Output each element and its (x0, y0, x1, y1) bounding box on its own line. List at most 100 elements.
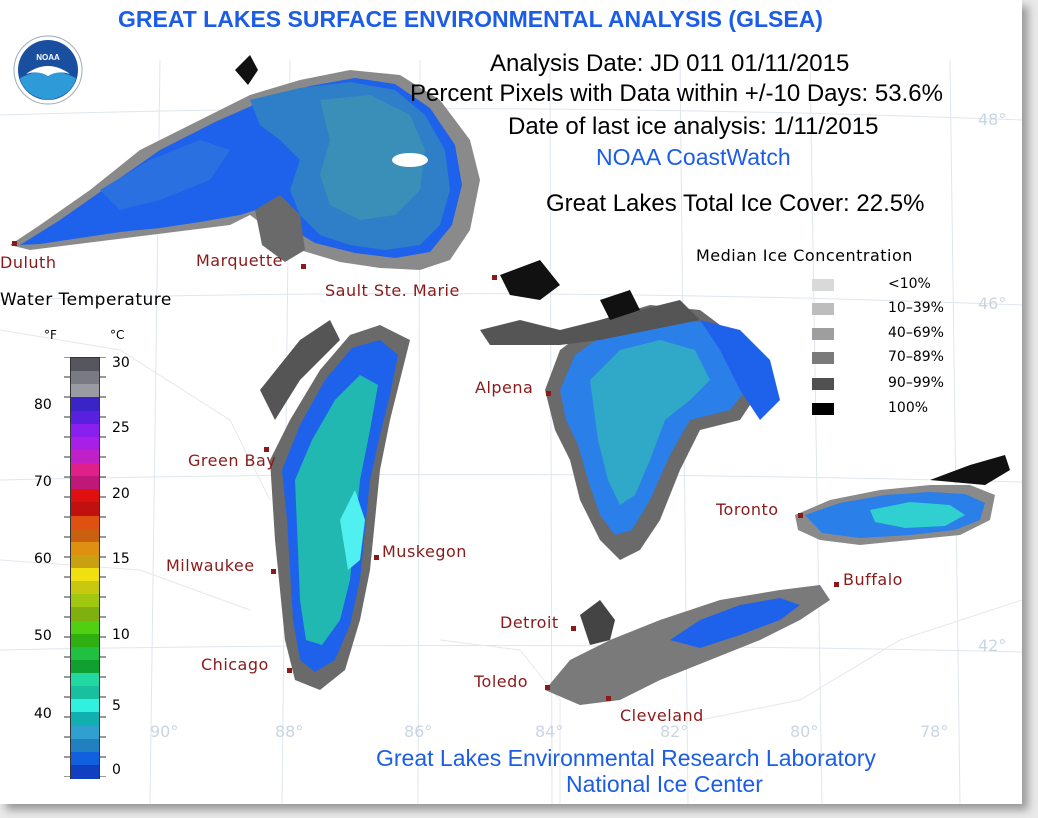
lon-label: 80° (790, 722, 819, 741)
ice-legend-label: 70–89% (888, 349, 944, 365)
f-tick: 60 (34, 551, 52, 567)
temp-color-step (71, 686, 99, 700)
temp-color-step (71, 764, 99, 779)
lake-ontario (795, 455, 1010, 545)
temp-color-step (71, 620, 99, 635)
percent-pixels: Percent Pixels with Data within +/-10 Da… (410, 80, 943, 107)
lon-label: 78° (920, 722, 949, 741)
city-label: Alpena (475, 378, 534, 397)
temp-color-step (71, 436, 99, 451)
temp-color-step (71, 607, 99, 621)
ice-swatch (812, 378, 834, 390)
temp-color-step (71, 371, 99, 385)
temp-legend-title: Water Temperature (0, 290, 172, 310)
city-label: Chicago (201, 655, 269, 674)
temp-color-step (71, 646, 99, 661)
temp-color-step (71, 423, 99, 438)
map-frame: NOAA GREAT LAKES SURFACE ENVIRONMENTAL A… (0, 0, 1022, 804)
temp-color-step (71, 568, 99, 582)
ice-patch (600, 290, 640, 320)
ice-patch (500, 260, 560, 300)
temp-color-step (71, 699, 99, 713)
coastwatch-label: NOAA CoastWatch (596, 144, 791, 170)
city-label: Marquette (196, 251, 283, 270)
temp-color-step (71, 673, 99, 687)
temp-color-step (71, 358, 99, 372)
lat-label: 48° (978, 110, 1007, 129)
ice-swatch (812, 403, 834, 415)
page-title: GREAT LAKES SURFACE ENVIRONMENTAL ANALYS… (118, 6, 823, 32)
analysis-date: Analysis Date: JD 011 01/11/2015 (490, 50, 850, 77)
last-ice-date: Date of last ice analysis: 1/11/2015 (508, 113, 879, 140)
lake-huron (480, 300, 780, 560)
ice-legend-label: 10–39% (888, 300, 944, 316)
footer-line1: Great Lakes Environmental Research Labor… (376, 745, 876, 771)
temp-color-step (71, 502, 99, 516)
temp-colorbar (70, 357, 100, 779)
temp-color-step (71, 515, 99, 530)
total-ice-cover: Great Lakes Total Ice Cover: 22.5% (546, 190, 925, 217)
city-label: Green Bay (188, 451, 277, 470)
temp-color-step (71, 738, 99, 753)
ice-legend-label: 40–69% (888, 325, 944, 341)
temp-color-step (71, 633, 99, 648)
city-label: Sault Ste. Marie (325, 281, 460, 300)
ice-swatch (812, 279, 834, 291)
city-label: Detroit (500, 613, 559, 632)
lon-label: 82° (660, 722, 689, 741)
svg-text:NOAA: NOAA (36, 53, 60, 62)
unit-celsius: °C (110, 328, 125, 342)
c-tick: 20 (112, 486, 130, 502)
temp-color-step (71, 397, 99, 411)
temp-color-step (71, 581, 99, 595)
lake-erie (545, 585, 830, 705)
lon-label: 84° (535, 722, 564, 741)
f-tick: 70 (34, 474, 52, 490)
c-tick: 15 (112, 551, 130, 567)
lon-label: 86° (404, 722, 433, 741)
temp-ticks (64, 357, 106, 777)
temp-color-step (71, 476, 99, 490)
f-tick: 80 (34, 397, 52, 413)
lat-label: 46° (978, 294, 1007, 313)
city-label: Milwaukee (166, 556, 255, 575)
c-tick: 10 (112, 627, 130, 643)
temp-color-step (71, 751, 99, 766)
city-markers (12, 241, 839, 701)
temp-color-step (71, 594, 99, 608)
lat-label: 42° (978, 636, 1007, 655)
f-tick: 40 (34, 706, 52, 722)
city-label: Cleveland (620, 706, 704, 725)
lake-superior (10, 55, 480, 270)
city-label: Toledo (474, 672, 529, 691)
great-lakes-map (0, 55, 1022, 804)
c-tick: 0 (112, 762, 121, 778)
city-label: Muskegon (382, 542, 467, 561)
city-label: Buffalo (843, 570, 903, 589)
lon-label: 88° (275, 722, 304, 741)
temp-color-step (71, 725, 99, 740)
city-label: Toronto (716, 500, 779, 519)
ice-legend-label: <10% (888, 276, 931, 292)
ice-swatch (812, 352, 834, 364)
ice-swatch (812, 328, 834, 340)
temp-color-step (71, 410, 99, 425)
noaa-logo: NOAA (13, 35, 83, 105)
c-tick: 30 (112, 355, 130, 371)
lake-michigan (260, 320, 410, 690)
footer-line2: National Ice Center (566, 771, 763, 797)
city-label: Duluth (0, 253, 57, 272)
unit-fahrenheit: °F (44, 328, 57, 342)
temp-color-step (71, 554, 99, 569)
temp-color-step (71, 712, 99, 726)
f-tick: 50 (34, 628, 52, 644)
lon-label: 90° (150, 722, 179, 741)
c-tick: 25 (112, 420, 130, 436)
temp-color-step (71, 489, 99, 503)
temp-color-step (71, 659, 99, 674)
ice-legend-label: 90–99% (888, 375, 944, 391)
temp-color-step (71, 463, 99, 477)
ice-legend-title: Median Ice Concentration (696, 246, 913, 265)
c-tick: 5 (112, 698, 121, 714)
ice-legend-label: 100% (888, 400, 929, 416)
